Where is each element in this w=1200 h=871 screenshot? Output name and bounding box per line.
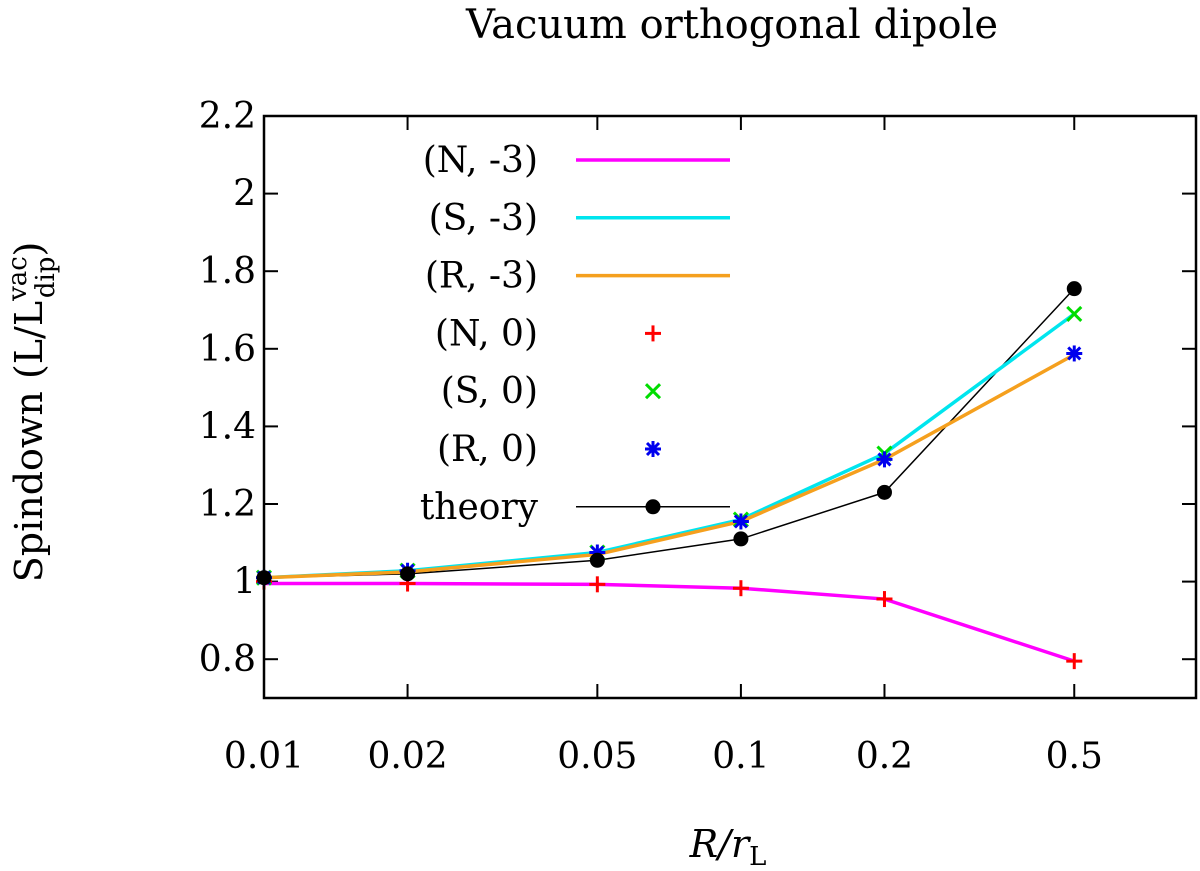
y-axis-label: Spindown (L/Lvacdip) <box>3 242 61 583</box>
y-axis-label-sub: dip <box>31 257 61 299</box>
y-tick-label: 1.6 <box>199 329 256 370</box>
series-theory-point <box>589 552 605 568</box>
plot-area <box>255 281 1083 670</box>
legend: (N, -3) (S, -3) (R, -3) (N, 0) (S, 0) (R, 0) t… <box>420 140 730 528</box>
y-tick-label: 1 <box>233 562 256 603</box>
series-n-0-point <box>876 591 893 608</box>
legend-n-3-label: (N, -3) <box>423 140 538 181</box>
series-n-0-point <box>1066 653 1083 670</box>
x-tick-label: 0.01 <box>224 736 304 777</box>
y-tick-label: 2.2 <box>199 96 256 137</box>
legend-r-3-label: (R, -3) <box>425 256 538 297</box>
x-tick-label: 0.5 <box>1046 736 1103 777</box>
series-theory-point <box>1066 281 1082 297</box>
legend-s-0-label: (S, 0) <box>441 371 538 412</box>
series-r-0-point <box>732 513 749 530</box>
series-s-0-point <box>1066 305 1083 322</box>
y-axis-label-sup: vac <box>3 256 33 302</box>
y-tick-label: 0.8 <box>199 639 256 680</box>
chart-title: Vacuum orthogonal dipole <box>465 2 998 48</box>
x-tick-label: 0.2 <box>856 736 913 777</box>
x-axis-label-sub: L <box>749 842 766 871</box>
series-r-0-point <box>1066 345 1083 362</box>
legend-r-0-swatch-marker <box>645 441 661 457</box>
y-axis-ticks: 0.8 1 1.2 1.4 1.6 1.8 2 2.2 <box>199 96 1196 680</box>
legend-theory-swatch-marker <box>645 499 661 515</box>
x-tick-label: 0.02 <box>367 736 447 777</box>
legend-r-0-label: (R, 0) <box>437 429 538 470</box>
legend-s-3-label: (S, -3) <box>429 198 538 239</box>
series-theory-point <box>876 484 892 500</box>
legend-theory-label: theory <box>420 487 539 528</box>
series-theory-point <box>400 566 416 582</box>
legend-n-0-swatch-marker <box>645 325 661 342</box>
series-n-0-point <box>589 576 606 593</box>
y-tick-label: 2 <box>233 174 256 215</box>
series-r-3-line <box>263 353 1076 580</box>
y-axis-label-tail: ) <box>7 242 51 257</box>
y-tick-label: 1.4 <box>199 406 256 447</box>
series-n-3-line <box>264 581 1075 663</box>
x-axis-label: R/rL <box>689 822 767 871</box>
plot-frame <box>262 114 1198 700</box>
y-tick-label: 1.8 <box>199 251 256 292</box>
x-tick-label: 0.05 <box>557 736 637 777</box>
legend-s-0-swatch-marker <box>644 383 662 400</box>
x-tick-label: 0.1 <box>712 736 769 777</box>
x-axis-ticks: 0.01 0.02 0.05 0.1 0.2 0.5 <box>224 116 1103 777</box>
y-axis-label-main: Spindown (L/L <box>7 301 51 582</box>
series-n-0-point <box>732 580 749 597</box>
y-tick-label: 1.2 <box>199 484 256 525</box>
series-theory-point <box>733 531 749 547</box>
x-axis-label-main: R/r <box>689 822 752 866</box>
series-r-0-point <box>876 451 893 468</box>
legend-n-0-label: (N, 0) <box>435 313 538 354</box>
